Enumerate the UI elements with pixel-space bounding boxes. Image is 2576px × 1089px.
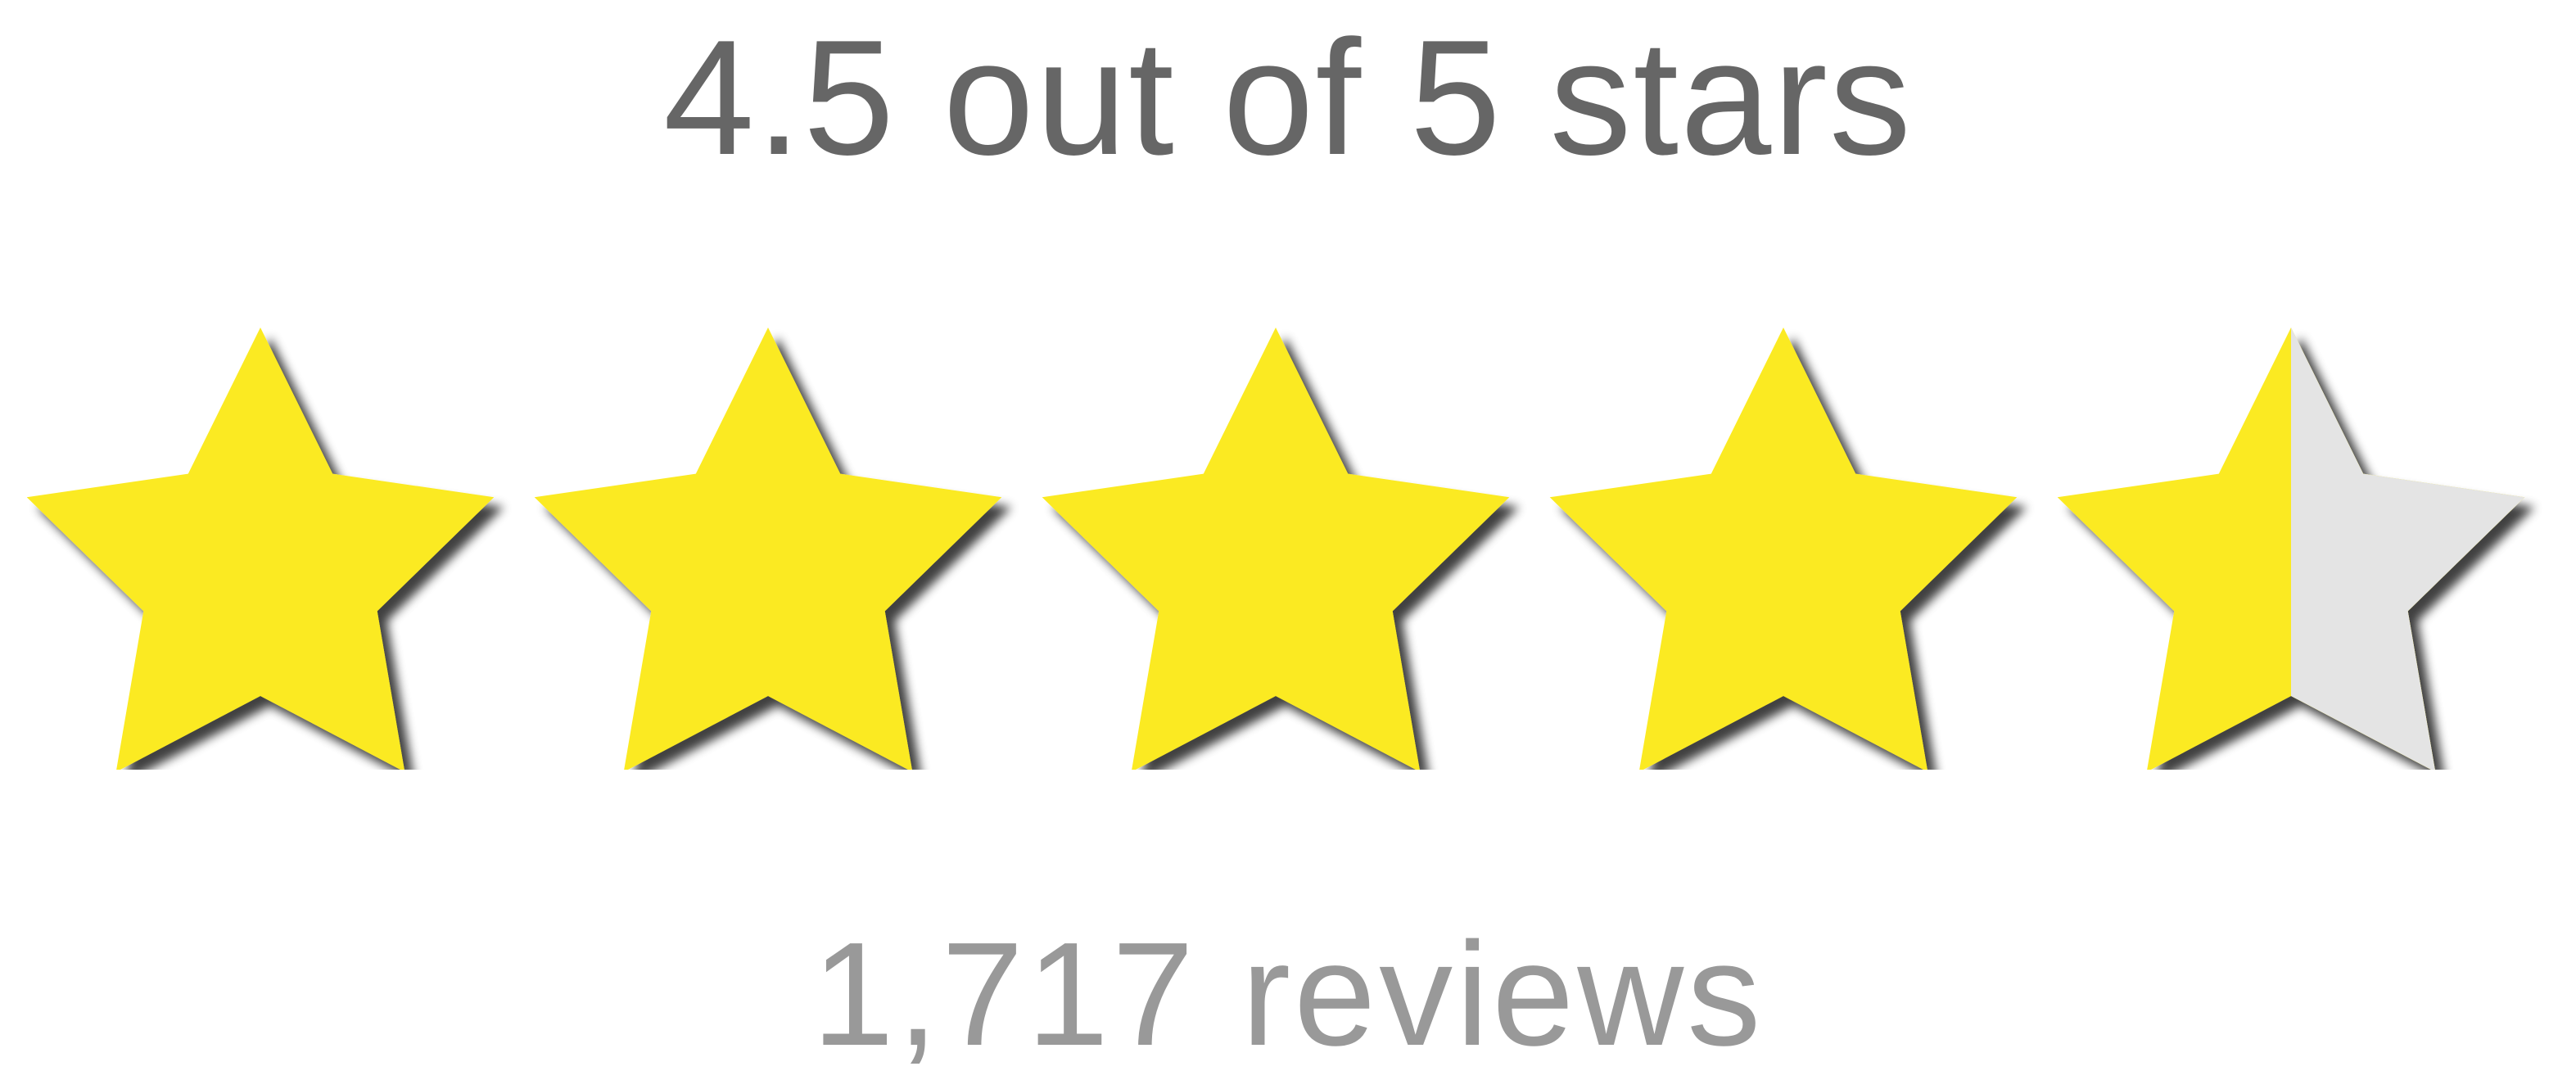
- stars-row: [26, 328, 2525, 770]
- star-filled: [534, 328, 1002, 770]
- star-empty-portion: [2291, 328, 2525, 770]
- star-icon: [1042, 328, 1510, 770]
- star-icon: [534, 328, 1002, 770]
- star-icon: [26, 328, 495, 770]
- star-filled: [1042, 328, 1510, 770]
- star-icon: [2057, 328, 2525, 770]
- star-filled: [1549, 328, 2018, 770]
- rating-title: 4.5 out of 5 stars: [663, 7, 1913, 189]
- review-count: 1,717 reviews: [811, 912, 1765, 1077]
- star-filled: [26, 328, 495, 770]
- star-icon: [1549, 328, 2018, 770]
